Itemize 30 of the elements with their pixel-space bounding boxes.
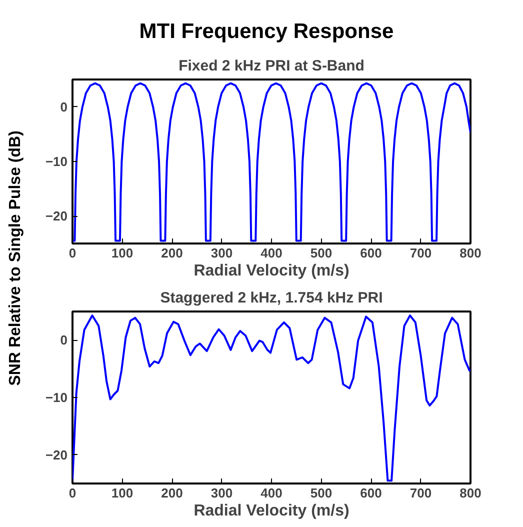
x-tick-label: 800 [460,486,482,500]
x-tick-label: 100 [111,246,134,260]
x-tick-label: 500 [310,486,332,500]
x-tick-label: 700 [410,486,432,500]
x-axis-title: Radial Velocity (m/s) [194,502,350,520]
x-tick-label: 600 [360,246,382,260]
y-tick-label: −10 [45,154,68,169]
x-tick-label: 100 [111,486,134,500]
x-tick-label: 500 [310,246,332,260]
x-tick-label: 800 [460,246,482,260]
x-tick-label: 400 [260,246,282,260]
chart-title: MTI Frequency Response [139,19,394,45]
x-tick-label: 600 [360,486,382,500]
y-tick-label: −10 [45,390,68,405]
y-tick-label: 0 [60,99,68,114]
y-tick-label: −20 [45,447,68,462]
x-axis-title: Radial Velocity (m/s) [194,262,350,280]
y-tick-label: 0 [60,332,68,348]
line-series [72,82,470,242]
x-tick-label: 200 [161,246,183,260]
y-axis-title: SNR Relative to Single Pulse (dB) [7,130,24,386]
x-tick-label: 300 [210,486,233,500]
line-series [72,314,470,482]
y-tick-label: −20 [45,208,68,224]
x-tick-label: 700 [410,246,432,260]
x-tick-label: 300 [210,246,233,260]
chart-title: Staggered 2 kHz, 1.754 kHz PRI [160,290,383,306]
x-tick-label: 400 [260,486,282,500]
x-tick-label: 200 [161,486,183,500]
chart-subtitle: Fixed 2 kHz PRI at S-Band [178,58,364,74]
